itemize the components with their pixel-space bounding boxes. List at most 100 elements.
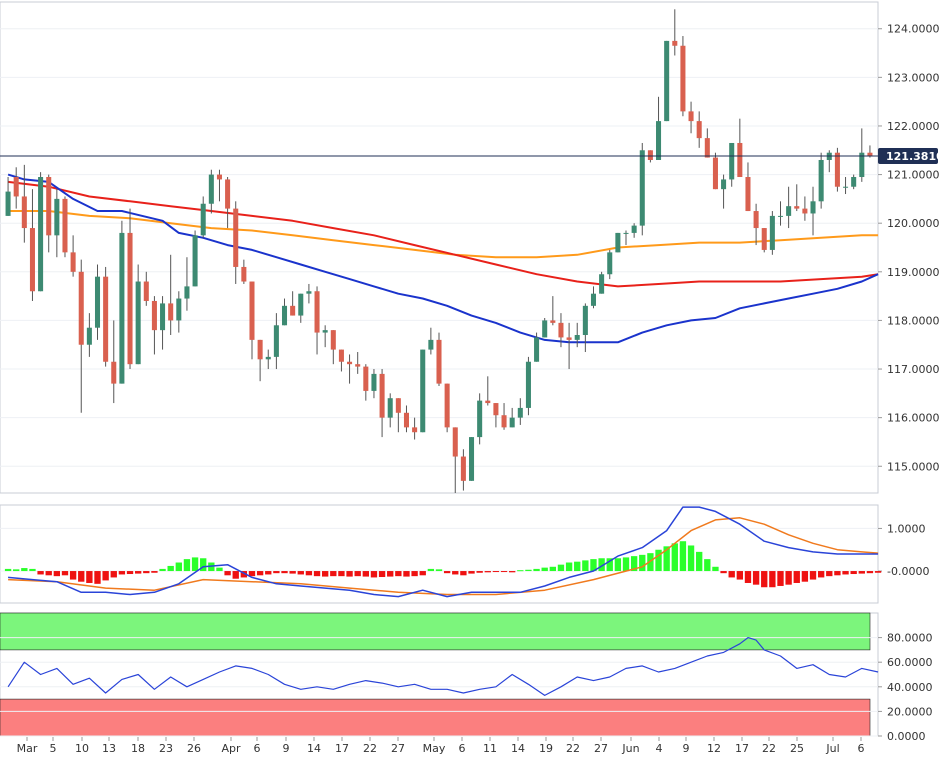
histogram-bar-positive (639, 554, 646, 572)
histogram-bar-negative (273, 571, 280, 574)
candle-bearish (558, 322, 564, 338)
candle-bullish (184, 286, 190, 299)
time-tick-label: 4 (656, 742, 663, 755)
time-tick-label: 14 (511, 742, 525, 755)
time-tick-label: 22 (566, 742, 580, 755)
histogram-bar-negative (500, 571, 508, 573)
candle-bearish (225, 179, 231, 209)
time-tick-label: 13 (102, 742, 116, 755)
rsi-line (7, 636, 879, 697)
candle-bullish (631, 225, 637, 233)
histogram-bar-negative (874, 571, 882, 573)
histogram-bar-negative (387, 571, 394, 577)
ma-slow-line (7, 180, 879, 288)
candle-bearish (21, 196, 27, 229)
candle-bullish (664, 40, 670, 122)
histogram-bar-negative (834, 571, 841, 576)
histogram-bar-negative (281, 571, 288, 574)
time-tick-label: Mar (17, 742, 38, 755)
candle-bullish (306, 291, 312, 294)
candle-bearish (314, 291, 320, 333)
candle-bearish (70, 252, 76, 272)
histogram-bar-positive (29, 568, 36, 572)
price-panel[interactable]: 124.0000 123.0000 122.0000 121.0000 120.0000… (0, 1, 940, 494)
histogram-bar-positive (704, 559, 711, 572)
price-tick-label: 115.0000 (887, 460, 940, 473)
histogram-bar-negative (86, 571, 93, 583)
time-tick-label: 26 (187, 742, 201, 755)
candle-bearish (46, 177, 52, 236)
candle-bearish (712, 157, 718, 190)
time-tick-label: 14 (307, 742, 321, 755)
histogram-bar-positive (159, 568, 166, 572)
candle-bullish (86, 327, 92, 345)
histogram-bar-negative (509, 571, 516, 573)
candle-bearish (111, 361, 117, 384)
histogram-bar-negative (151, 571, 158, 573)
histogram-bar-negative (362, 571, 369, 577)
histogram-bar-positive (582, 560, 589, 572)
candle-bullish (273, 325, 279, 357)
candle-bearish (460, 456, 466, 481)
candle-bearish (436, 339, 442, 384)
price-frame (0, 1, 879, 494)
time-tick-label: May (423, 742, 446, 755)
macd-panel[interactable]: 1.0000 -0.0000 (0, 504, 929, 604)
histogram-bar-negative (240, 571, 248, 578)
candle-bearish (216, 174, 222, 180)
histogram-bar-negative (94, 571, 101, 584)
time-tick-label: 25 (790, 742, 804, 755)
rsi-tick-label: 40.0000 (887, 681, 933, 694)
macd-tick-label: -0.0000 (887, 565, 929, 578)
candle-bearish (355, 364, 361, 367)
candle-bullish (54, 198, 60, 236)
histogram-bar-negative (69, 571, 77, 580)
candle-bullish (786, 206, 792, 216)
candle-bearish (347, 361, 353, 365)
candle-bearish (338, 349, 344, 362)
histogram-bar-negative (232, 571, 239, 579)
candle-bearish (745, 177, 751, 212)
candle-bearish (78, 271, 84, 345)
histogram-bar-negative (78, 571, 85, 582)
candle-bearish (696, 121, 702, 139)
histogram-bar-negative (866, 571, 874, 574)
macd-frame (0, 504, 879, 604)
candle-bearish (241, 266, 247, 282)
histogram-bar-negative (102, 571, 109, 581)
candle-bearish (794, 206, 800, 209)
candle-bullish (420, 349, 426, 433)
price-tick-label: 118.0000 (887, 314, 940, 327)
histogram-bar-negative (744, 571, 752, 583)
time-tick-label: 18 (131, 742, 145, 755)
histogram-bar-negative (330, 571, 337, 577)
time-tick-label: 6 (254, 742, 261, 755)
macd-line (8, 506, 879, 598)
overlays: 121.3810 (878, 148, 944, 165)
histogram-bar-negative (313, 571, 321, 577)
histogram-bar-negative (817, 571, 825, 578)
candle-bearish (127, 232, 133, 365)
histogram-bar-negative (809, 571, 817, 580)
histogram-bar-negative (752, 571, 760, 585)
time-tick-label: Jul (825, 742, 839, 755)
ma-fast-line (7, 173, 879, 344)
candle-bearish (363, 366, 369, 391)
candle-bullish (525, 361, 531, 408)
histogram-bar-positive (574, 561, 581, 572)
candle-bearish (566, 337, 572, 340)
histogram-bar-negative (452, 571, 459, 575)
histogram-bar-negative (110, 571, 117, 578)
histogram-bar-positive (525, 569, 532, 572)
histogram-bar-positive (590, 559, 597, 572)
rsi-tick-label: 80.0000 (887, 632, 933, 645)
candle-bearish (29, 228, 35, 292)
rsi-panel[interactable]: 80.0000 60.0000 40.0000 20.0000 0.0000 (0, 612, 933, 743)
histogram-bar-negative (858, 571, 865, 574)
candle-bullish (509, 417, 515, 428)
candle-bullish (729, 142, 735, 180)
histogram-bar-negative (248, 571, 256, 577)
candle-bullish (281, 305, 288, 326)
candle-bullish (517, 407, 523, 418)
